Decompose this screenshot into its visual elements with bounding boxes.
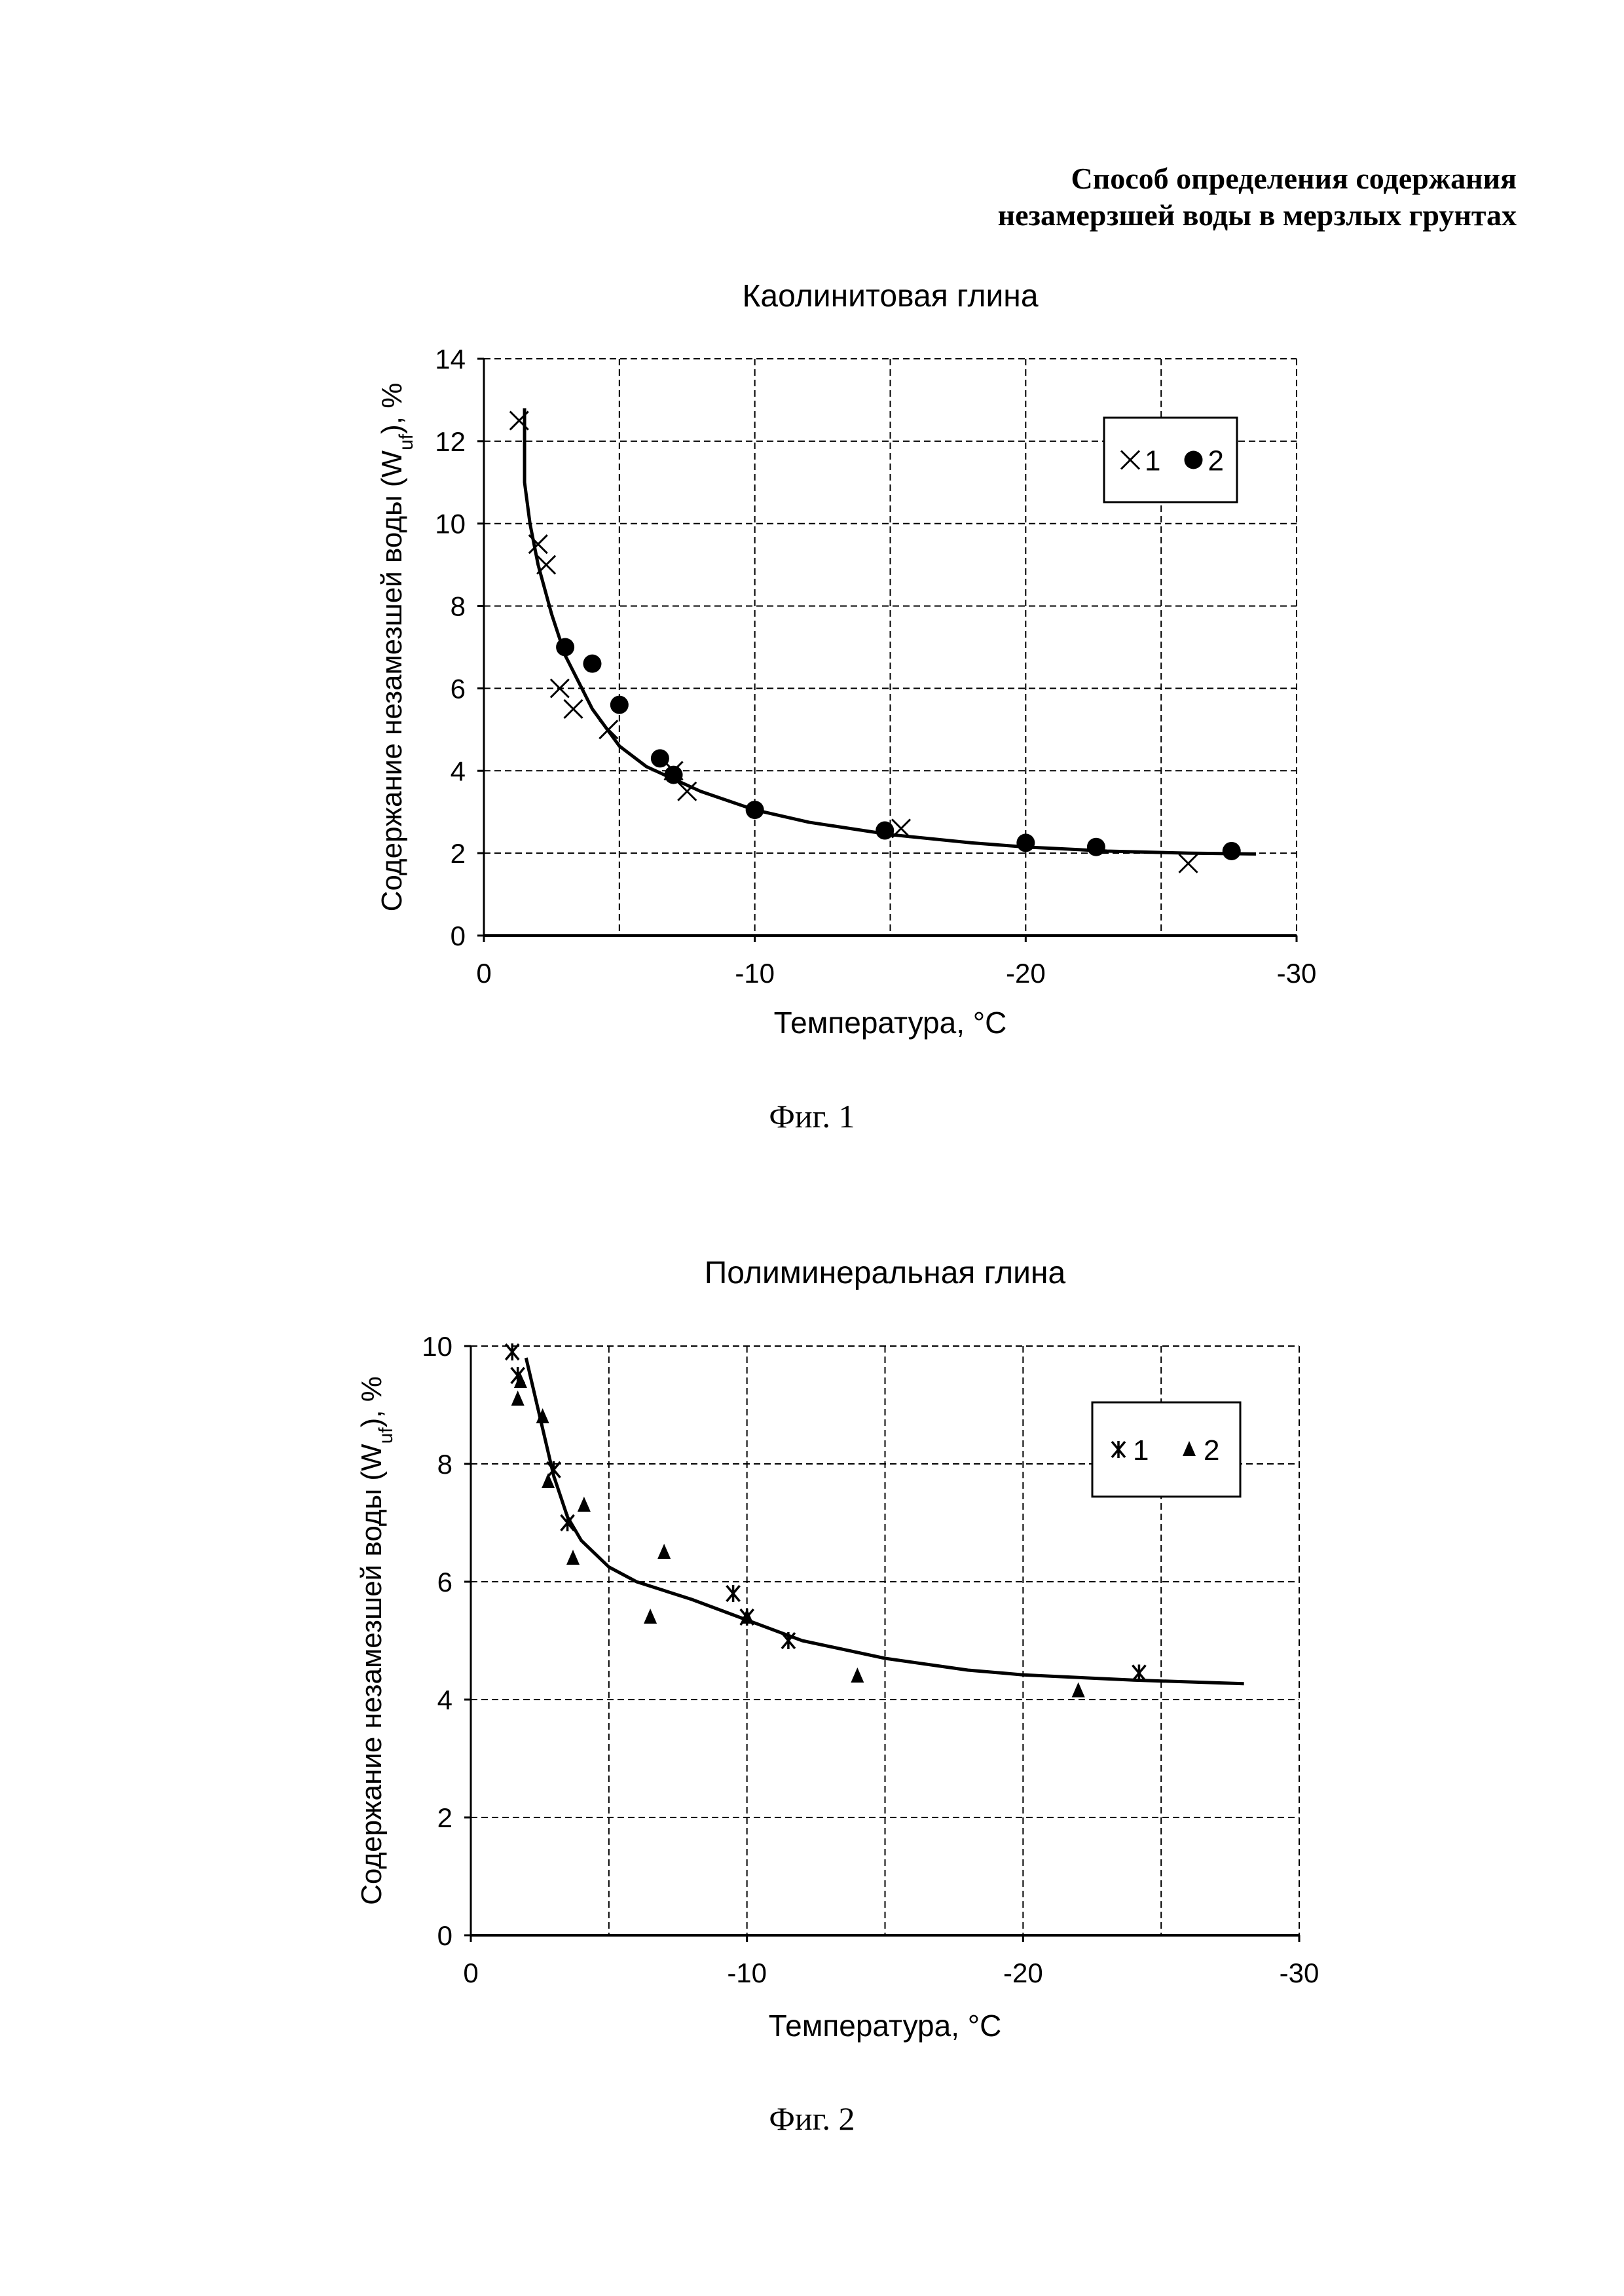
x-tick-label: -20 [1006,958,1046,989]
series-2-point [578,1497,591,1512]
x-tick-label: -20 [1003,1958,1043,1988]
series-1-point [551,679,569,697]
chart-title: Полиминеральная глина [705,1256,1066,1290]
x-axis-label: Температура, °C [774,1006,1007,1040]
series-1-point [1179,854,1198,873]
series-2-point [556,638,574,657]
series-2-point [1072,1683,1085,1698]
series-1-point [727,1585,740,1602]
legend-label-2: 2 [1208,445,1224,477]
series-2-point [644,1609,657,1624]
series-1-point [564,700,583,718]
charts-canvas: 024681012140-10-20-30Каолинитовая глинаТ… [0,0,1624,2296]
series-2-point [1223,842,1241,860]
chart-1 [477,359,1297,942]
y-axis-label: Содержание незамезшей воды (Wuf), % [356,1376,397,1905]
series-1-point [506,1343,519,1360]
series-1-point [782,1632,795,1649]
y-tick-label: 14 [435,344,466,374]
y-tick-label: 4 [437,1685,452,1715]
legend-label-1: 1 [1133,1434,1149,1467]
series-2-point [511,1391,525,1406]
series-2-point [1087,838,1105,856]
x-tick-label: 0 [463,1958,478,1988]
y-tick-label: 6 [437,1567,452,1597]
legend-label-1: 1 [1145,445,1160,477]
y-tick-label: 12 [435,426,466,457]
y-tick-label: 6 [451,673,466,704]
y-tick-label: 0 [451,920,466,951]
x-tick-label: -30 [1280,1958,1320,1988]
y-tick-label: 10 [422,1331,452,1362]
legend-marker-2 [1185,451,1203,469]
y-tick-label: 0 [437,1920,452,1951]
series-1-point [537,556,555,574]
chart-title: Каолинитовая глина [742,279,1038,314]
series-1-point [1132,1665,1145,1682]
legend-label-2: 2 [1204,1434,1219,1467]
y-tick-label: 8 [451,591,466,622]
x-tick-label: 0 [476,958,491,989]
x-tick-label: -10 [727,1958,767,1988]
series-2-point [657,1544,671,1559]
y-tick-label: 8 [437,1449,452,1480]
x-tick-label: -30 [1277,958,1317,989]
y-tick-label: 4 [451,756,466,786]
x-tick-label: -10 [735,958,775,989]
series-1-point [529,535,547,553]
y-tick-label: 10 [435,509,466,539]
series-2-point [1016,833,1035,852]
series-2-point [610,696,629,714]
y-tick-label: 2 [437,1802,452,1833]
series-2-point [583,655,601,673]
x-axis-label: Температура, °C [769,2009,1002,2043]
y-axis-label: Содержание незамезшей воды (Wuf), % [376,383,417,912]
series-1-point [599,720,618,738]
series-2-point [665,766,683,784]
series-2-point [746,801,764,819]
series-2-point [566,1550,580,1565]
series-2-point [876,822,894,840]
series-2-point [651,749,669,767]
chart-2 [464,1343,1299,1942]
figure-2-caption: Фиг. 2 [0,2100,1624,2138]
figure-1-caption: Фиг. 1 [0,1097,1624,1135]
series-2-point [514,1373,527,1388]
series-2-point [851,1667,864,1683]
y-tick-label: 2 [451,838,466,869]
